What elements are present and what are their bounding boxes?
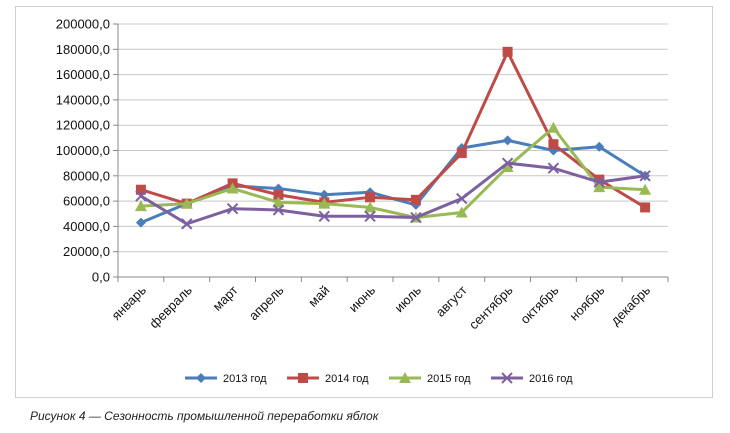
y-tick-label: 20000,0 xyxy=(63,244,110,259)
data-point-marker xyxy=(410,194,421,205)
legend-entry: 2013 год xyxy=(185,373,267,385)
x-tick-label: июнь xyxy=(346,282,379,315)
data-point-marker xyxy=(456,148,467,159)
data-point-marker xyxy=(318,197,331,209)
data-point-marker xyxy=(319,189,330,200)
y-tick-label: 180000,0 xyxy=(56,42,110,57)
data-point-marker xyxy=(639,170,651,182)
x-tick-label: ноябрь xyxy=(566,282,607,323)
data-point-marker xyxy=(639,183,652,195)
x-tick-label: декабрь xyxy=(608,282,654,328)
series-line xyxy=(140,50,646,209)
x-tick-label: январь xyxy=(109,282,150,323)
data-point-marker xyxy=(548,139,559,150)
data-point-marker xyxy=(365,192,376,203)
data-point-marker xyxy=(547,121,560,133)
x-tick-label: март xyxy=(210,282,241,313)
data-point-marker xyxy=(502,135,513,146)
data-point-marker xyxy=(547,162,560,174)
series-line xyxy=(140,138,646,224)
data-point-marker xyxy=(226,182,239,194)
y-tick-label: 200000,0 xyxy=(56,17,110,32)
data-point-marker xyxy=(273,189,284,200)
chart-frame xyxy=(15,6,713,398)
series-2015-год xyxy=(134,121,652,223)
x-tick-label: июль xyxy=(391,282,424,315)
data-point-marker xyxy=(502,46,513,57)
axes xyxy=(113,23,669,282)
figure-caption: Рисунок 4 — Сезонность промышленной пере… xyxy=(30,409,379,423)
data-point-marker xyxy=(298,373,308,383)
y-tick-label: 120000,0 xyxy=(56,118,110,133)
data-point-marker xyxy=(456,192,468,205)
legend-label: 2016 год xyxy=(529,373,573,385)
x-tick-label: май xyxy=(305,283,332,310)
x-tick-label: февраль xyxy=(146,282,195,331)
data-point-marker xyxy=(501,157,514,169)
series-line xyxy=(140,126,646,220)
legend-label: 2015 год xyxy=(427,373,471,385)
grid-lines xyxy=(118,23,668,253)
y-tick-label: 160000,0 xyxy=(56,67,110,82)
data-point-marker xyxy=(501,160,514,172)
data-point-marker xyxy=(226,202,239,215)
data-point-marker xyxy=(134,200,147,212)
data-point-marker xyxy=(135,184,146,195)
series-2014-год xyxy=(135,46,651,213)
x-tick-label: апрель xyxy=(246,282,287,323)
data-point-marker xyxy=(593,181,606,193)
data-point-marker xyxy=(640,202,651,213)
x-tick-label: сентябрь xyxy=(466,282,516,332)
y-tick-label: 140000,0 xyxy=(56,92,110,107)
y-axis-tick-labels: 0,0 20000,0 40000,0 60000,0 80000,0 100000,0 1… xyxy=(56,17,110,285)
data-point-marker xyxy=(501,372,513,384)
legend-entry: 2016 год xyxy=(491,372,573,385)
y-tick-label: 0,0 xyxy=(92,270,110,285)
data-point-marker xyxy=(135,190,147,202)
data-point-marker xyxy=(364,201,377,213)
series-2016-год xyxy=(135,157,651,230)
data-point-marker xyxy=(364,210,376,222)
y-tick-label: 80000,0 xyxy=(63,168,110,183)
data-point-marker xyxy=(455,206,468,218)
y-tick-label: 100000,0 xyxy=(56,143,110,158)
data-point-marker xyxy=(399,372,411,383)
data-point-marker xyxy=(318,210,330,222)
data-point-marker xyxy=(594,141,605,152)
data-point-marker xyxy=(272,196,285,208)
data-point-marker xyxy=(135,217,146,228)
data-point-marker xyxy=(180,197,193,209)
legend: 2013 год 2014 год 2015 год 2016 год xyxy=(185,372,573,385)
x-tick-label: октябрь xyxy=(517,282,561,326)
data-point-marker xyxy=(594,174,605,185)
data-point-marker xyxy=(181,218,193,230)
legend-entry: 2015 год xyxy=(389,372,471,385)
series-group xyxy=(134,46,652,230)
y-tick-label: 60000,0 xyxy=(63,194,110,209)
legend-label: 2014 год xyxy=(325,373,369,385)
legend-label: 2013 год xyxy=(223,373,267,385)
data-point-marker xyxy=(593,176,605,188)
data-point-marker xyxy=(272,204,285,216)
data-point-marker xyxy=(196,373,206,383)
series-line xyxy=(140,161,646,226)
x-tick-label: август xyxy=(433,282,470,319)
y-tick-label: 40000,0 xyxy=(63,219,110,234)
legend-entry: 2014 год xyxy=(287,373,369,385)
data-point-marker xyxy=(410,211,422,224)
